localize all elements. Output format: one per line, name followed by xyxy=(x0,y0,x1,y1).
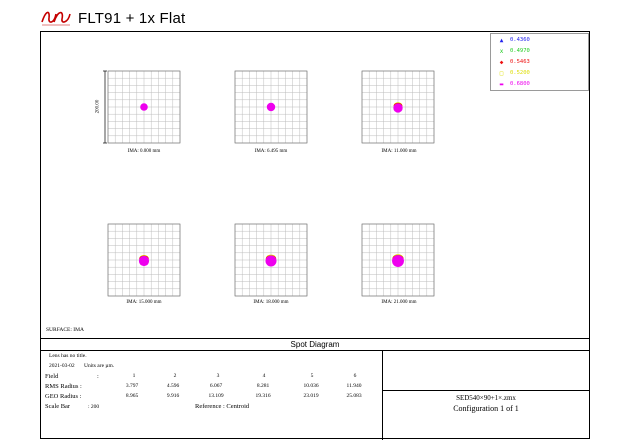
plot-frame xyxy=(40,31,590,439)
spot-magenta xyxy=(140,103,148,111)
legend-marker-icon: ▬ xyxy=(499,80,504,88)
rms-value: 10.036 xyxy=(303,383,319,389)
rms-value: 6.067 xyxy=(209,383,223,389)
legend-item: x 0.4970 xyxy=(499,46,530,56)
spot-ima-label-2: IMA: 6.495 mm xyxy=(254,149,288,154)
rms-value: 4.596 xyxy=(166,383,180,389)
date: 2021-03-02 xyxy=(49,363,75,369)
panel-title: Spot Diagram xyxy=(40,339,590,351)
legend-label: 0.4970 xyxy=(510,48,530,54)
spot-ima-label-4: IMA: 15.000 mm xyxy=(126,300,162,305)
geo-label: GEO Radius : xyxy=(45,393,82,400)
spot-magenta xyxy=(138,255,150,267)
rms-label: RMS Radius : xyxy=(45,383,82,390)
scale-bar-label: 200.00 xyxy=(95,99,101,114)
rms-value: 3.797 xyxy=(125,383,139,389)
scale-bar-value: : 200 xyxy=(88,404,100,410)
configuration: Configuration 1 of 1 xyxy=(453,404,519,413)
file-name: SED540×90+1×.zmx xyxy=(456,394,516,402)
header: FLT91 + 1x Flat xyxy=(40,6,185,30)
field-number: 2 xyxy=(173,373,177,379)
brand-logo-icon xyxy=(41,11,71,26)
field-number: 4 xyxy=(262,373,266,379)
legend-item: ◆ 0.5463 xyxy=(499,57,530,67)
rms-value: 8.281 xyxy=(256,383,270,389)
spot-magenta xyxy=(392,255,404,267)
spot-magenta xyxy=(265,255,277,267)
geo-value: 25.083 xyxy=(346,393,362,399)
app-title: FLT91 + 1x Flat xyxy=(78,9,186,27)
lens-title: Lens has no title. xyxy=(49,353,87,359)
panel-divider xyxy=(382,390,590,391)
geo-value: 23.019 xyxy=(303,393,319,399)
legend-marker-icon: ▲ xyxy=(499,36,504,44)
legend-label: 0.5463 xyxy=(510,59,530,65)
legend-marker-icon: ◆ xyxy=(499,58,504,66)
geo-value: 9.916 xyxy=(166,393,180,399)
legend-label: 0.5200 xyxy=(510,70,530,76)
legend-item: ▲ 0.4360 xyxy=(499,35,530,45)
spot-ima-label-1: IMA: 0.000 mm xyxy=(127,149,161,154)
panel-divider xyxy=(382,351,383,440)
field-number: 5 xyxy=(310,373,314,379)
legend-marker-icon: □ xyxy=(499,69,504,77)
spot-magenta xyxy=(393,103,403,113)
field-colon: : xyxy=(97,373,99,380)
field-label: Field xyxy=(45,373,59,380)
field-number: 3 xyxy=(216,373,220,379)
grid-border xyxy=(361,223,435,297)
reference: Reference : Centroid xyxy=(195,403,250,410)
geo-value: 19.316 xyxy=(255,393,271,399)
legend-item: □ 0.5200 xyxy=(499,68,530,78)
rms-value: 11.940 xyxy=(346,383,362,389)
info-panel: Spot Diagram Lens has no title. 2021-03-… xyxy=(40,338,590,440)
surface-label: SURFACE: IMA xyxy=(46,327,84,333)
geo-value: 8.965 xyxy=(125,393,139,399)
grid-border xyxy=(107,223,181,297)
wavelength-legend: ▲ 0.4360 x 0.4970 ◆ 0.5463 □ 0.5200 ▬ 0.… xyxy=(490,33,589,91)
legend-label: 0.4360 xyxy=(510,37,530,43)
spot-ima-label-6: IMA: 21.000 mm xyxy=(381,300,417,305)
spot-ima-label-3: IMA: 11.000 mm xyxy=(381,149,417,154)
grid-border xyxy=(361,70,435,144)
field-number: 6 xyxy=(353,373,357,379)
legend-marker-icon: x xyxy=(499,47,504,55)
grid-border xyxy=(234,223,308,297)
grid-border xyxy=(234,70,308,144)
spot-magenta xyxy=(266,102,276,112)
legend-item: ▬ 0.6800 xyxy=(499,79,530,89)
grid-border xyxy=(107,70,181,144)
field-number: 1 xyxy=(132,373,136,379)
geo-value: 13.109 xyxy=(208,393,224,399)
spot-ima-label-5: IMA: 18.000 mm xyxy=(253,300,289,305)
scale-bar-label-text: Scale Bar xyxy=(45,403,71,410)
legend-label: 0.6800 xyxy=(510,81,530,87)
units: Units are µm. xyxy=(84,363,115,369)
